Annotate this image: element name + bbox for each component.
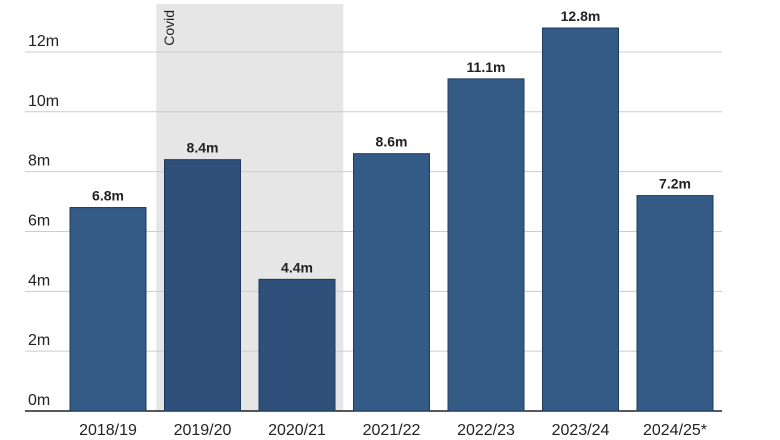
- y-tick-label: 6m: [28, 212, 50, 229]
- y-tick-label: 10m: [28, 93, 59, 110]
- data-label: 6.8m: [92, 188, 124, 204]
- data-label: 11.1m: [467, 59, 506, 75]
- y-tick-label: 8m: [28, 153, 50, 170]
- data-label: 8.4m: [187, 140, 219, 156]
- data-label: 8.6m: [376, 134, 408, 150]
- covid-annotation: Covid: [161, 10, 177, 46]
- y-tick-label: 0m: [28, 392, 50, 409]
- bar-2018/19: [69, 207, 147, 412]
- data-label: 7.2m: [659, 176, 691, 192]
- x-tick-label: 2022/23: [457, 422, 515, 439]
- y-tick-label: 2m: [28, 332, 50, 349]
- x-tick-label: 2023/24: [552, 422, 610, 439]
- data-label: 4.4m: [281, 259, 313, 275]
- labels: Covid 0m 2m 4m 6m 8m 10m 12m 6.8m 2018/19 8.4m 2019…: [28, 8, 707, 439]
- y-tick-label: 12m: [28, 33, 59, 50]
- bar-2024/25*: [636, 195, 714, 412]
- bar-2019/20: [164, 159, 241, 412]
- x-tick-label: 2021/22: [363, 422, 421, 439]
- data-label: 12.8m: [561, 8, 601, 24]
- x-tick-label: 2018/19: [79, 422, 137, 439]
- y-tick-label: 4m: [28, 272, 50, 289]
- bar-2022/23: [447, 78, 525, 412]
- bar-2023/24: [542, 27, 619, 412]
- bar-2020/21: [258, 278, 336, 412]
- x-tick-label: 2024/25*: [643, 422, 707, 439]
- x-tick-label: 2020/21: [268, 422, 326, 439]
- bars: [69, 27, 714, 412]
- bar-2021/22: [353, 153, 430, 412]
- x-tick-label: 2019/20: [174, 422, 232, 439]
